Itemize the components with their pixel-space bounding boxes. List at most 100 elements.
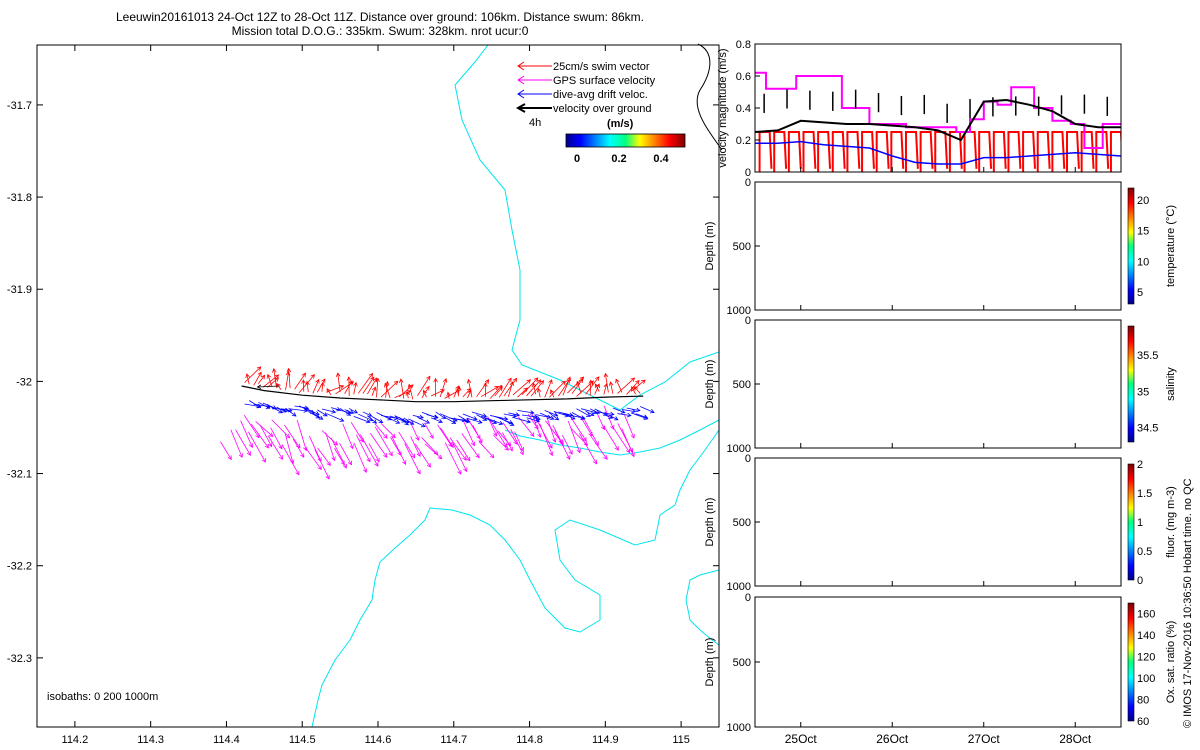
profile-point [25,220,29,224]
profile-point [26,296,30,300]
profile-point [25,348,29,352]
profile-point [23,256,27,260]
profile-point [24,344,28,348]
profile-point [23,426,27,430]
profile-point [23,207,27,211]
profile-point [24,332,28,336]
swim-spike [774,132,786,172]
profile-point [24,392,28,396]
profile-point [26,207,30,211]
profile-point [25,212,29,216]
profile-point [24,261,28,265]
profile-point [24,223,28,227]
profile-point [25,207,29,211]
profile-point [25,204,29,208]
profile-point [25,223,29,227]
profile-point [24,390,28,394]
profile-point [24,209,28,213]
profile-point [25,184,29,188]
profile-point [25,318,29,322]
profile-point [23,399,27,403]
profile-point [25,296,29,300]
profile-point [24,325,28,329]
profile-point [23,272,27,276]
profile-point [23,237,27,241]
profile-point [25,369,29,373]
profile-point [23,204,27,208]
profile-point [23,407,27,411]
profile-point [24,187,28,191]
profile-point [23,366,27,370]
profile-point [26,245,30,249]
profile-point [25,318,29,322]
profile-point [23,301,27,305]
profile-point [24,245,28,249]
profile-point [24,330,28,334]
profile-point [25,256,29,260]
profile-point [26,212,30,216]
profile-point [24,358,28,362]
profile-point [24,366,28,370]
profile-point [23,299,27,303]
profile-point [25,216,29,220]
profile-point [23,299,27,303]
profile-point [24,185,28,189]
profile-point [26,261,30,265]
profile-point [25,247,29,251]
profile-point [22,329,26,333]
profile-point [25,204,29,208]
profile-point [23,418,27,422]
profile-point [24,220,28,224]
profile-point [23,207,27,211]
profile-point [24,369,28,373]
profile-point [24,354,28,358]
profile-point [26,234,30,238]
profile-point [25,216,29,220]
profile-point [24,256,28,260]
profile-point [25,404,29,408]
profile-point [24,398,28,402]
profile-point [23,394,27,398]
profile-point [22,239,26,243]
swim-arrow [299,375,314,393]
profile-point [25,215,29,219]
profile-point [24,368,28,372]
profile-point [26,266,30,270]
profile-point [24,394,28,398]
profile-point [23,399,27,403]
profile-point [23,339,27,343]
profile-point [23,323,27,327]
profile-point [23,361,27,365]
profile-point [24,215,28,219]
profile-point [23,407,27,411]
profile-point [24,326,28,330]
profile-point [23,337,27,341]
profile-point [23,388,27,392]
profile-point [24,246,28,250]
profile-point [23,407,27,411]
profile-point [23,242,27,246]
profile-point [22,250,26,254]
profile-point [23,234,27,238]
profile-point [23,404,27,408]
profile-point [23,399,27,403]
profile-point [24,184,28,188]
profile-point [23,277,27,281]
profile-point [23,353,27,357]
profile-point [23,334,27,338]
profile-point [23,329,27,333]
profile-point [23,412,27,416]
profile-point [25,239,29,243]
profile-point [24,356,28,360]
profile-point [24,208,28,212]
profile-point [26,258,30,262]
profile-point [23,301,27,305]
profile-point [25,207,29,211]
profile-point [25,215,29,219]
profile-point [23,364,27,368]
profile-point [23,366,27,370]
profile-point [26,220,30,224]
profile-point [24,396,28,400]
profile-point [25,212,29,216]
profile-point [24,392,28,396]
